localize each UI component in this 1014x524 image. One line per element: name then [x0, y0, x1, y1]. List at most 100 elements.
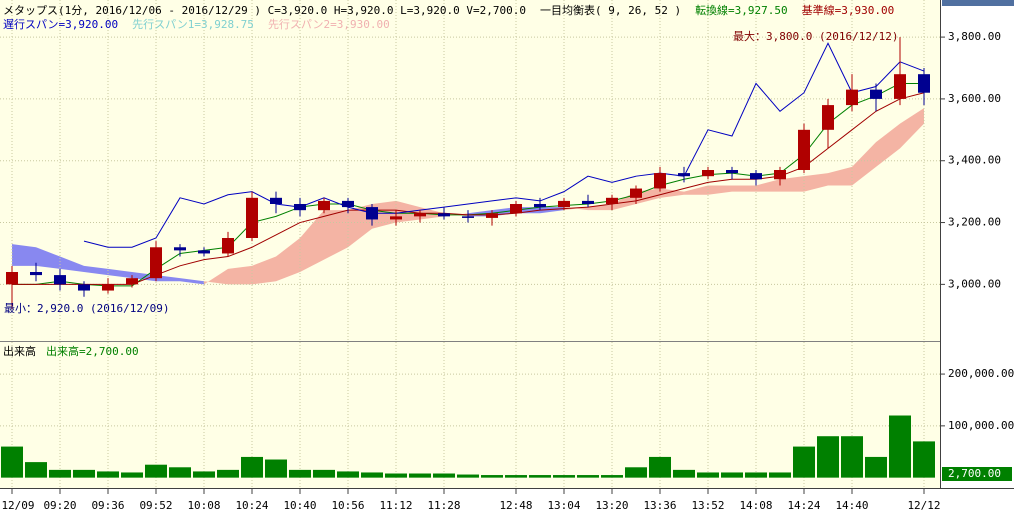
- volume-bar: [145, 464, 167, 478]
- candle-body: [102, 284, 114, 291]
- candle-body: [630, 188, 642, 198]
- y-tick-label: 3,600.00: [948, 92, 1001, 105]
- candle-body: [342, 200, 354, 208]
- top-price-box: [942, 0, 1014, 6]
- candle-body: [270, 197, 282, 204]
- y-tick-label: 100,000.00: [948, 419, 1014, 432]
- volume-bar: [73, 469, 95, 478]
- candle-body: [486, 213, 498, 218]
- cloud-segment: [60, 256, 84, 272]
- candle-body: [750, 173, 762, 180]
- volume-bar: [697, 472, 719, 478]
- candle-body: [510, 204, 522, 214]
- legend-text: 転換線=3,927.50: [695, 3, 788, 17]
- cloud-segment: [132, 272, 156, 282]
- cloud-segment: [828, 166, 852, 186]
- x-tick-label: 13:52: [691, 499, 724, 512]
- x-tick-label: 13:20: [595, 499, 628, 512]
- x-tick-label: 10:40: [283, 499, 316, 512]
- x-tick-label: 09:20: [43, 499, 76, 512]
- cloud-segment: [12, 244, 36, 266]
- candle-body: [222, 238, 234, 254]
- candle-body: [918, 74, 930, 93]
- indicator-line: [83, 42, 925, 248]
- candle-body: [654, 173, 666, 189]
- legend-text: 先行スパン1=3,928.75: [132, 18, 254, 31]
- y-tick-label: 3,200.00: [948, 216, 1001, 229]
- volume-bar: [865, 456, 887, 478]
- candle-body: [822, 105, 834, 130]
- cloud-segment: [708, 185, 732, 195]
- volume-bar: [553, 475, 575, 478]
- candle-body: [198, 250, 210, 254]
- current-value-box: [942, 467, 1012, 481]
- x-tick-label: 11:28: [427, 499, 460, 512]
- current-value-label: 2,700.00: [948, 467, 1001, 480]
- candle-body: [294, 204, 306, 211]
- cloud-segment: [852, 142, 876, 186]
- volume-bar: [265, 459, 287, 478]
- cloud-segment: [732, 185, 756, 192]
- volume-bar: [433, 473, 455, 478]
- candle-body: [582, 200, 594, 204]
- candle-body: [702, 170, 714, 177]
- y-tick-label: 3,400.00: [948, 154, 1001, 167]
- volume-bar: [337, 471, 359, 478]
- volume-bar: [289, 469, 311, 478]
- volume-bar: [385, 473, 407, 478]
- cloud-segment: [228, 265, 252, 285]
- x-tick-label: 10:08: [187, 499, 220, 512]
- volume-bar: [769, 472, 791, 478]
- candle-body: [870, 89, 882, 99]
- x-tick-label: 14:24: [787, 499, 820, 512]
- volume-bar: [313, 469, 335, 478]
- candle-body: [846, 89, 858, 106]
- volume-bar: [25, 462, 47, 478]
- candle-body: [606, 197, 618, 204]
- candle-body: [366, 207, 378, 220]
- volume-bar: [913, 441, 935, 478]
- legend-text: 先行スパン2=3,930.00: [268, 18, 390, 31]
- volume-bar: [745, 472, 767, 478]
- candle-body: [54, 275, 66, 285]
- x-tick-label: 12/12: [907, 499, 940, 512]
- annotation: 最小：2,920.0 (2016/12/09): [4, 302, 169, 315]
- volume-bar: [649, 456, 671, 478]
- volume-bar: [721, 472, 743, 478]
- legend-text: メタップス(1分, 2016/12/06 - 2016/12/29 ) C=3,…: [3, 4, 526, 17]
- volume-bar: [673, 469, 695, 478]
- volume-bar: [817, 436, 839, 478]
- candle-body: [174, 247, 186, 251]
- cloud-segment: [252, 256, 276, 285]
- volume-bar: [601, 475, 623, 478]
- candle-body: [798, 129, 810, 170]
- cloud-segment: [900, 108, 924, 149]
- legend-text: 出来高=2,700.00: [46, 344, 139, 358]
- cloud-segment: [876, 123, 900, 167]
- cloud-segment: [588, 204, 612, 211]
- candle-body: [534, 204, 546, 208]
- cloud-segment: [756, 179, 780, 192]
- x-tick-label: 11:12: [379, 499, 412, 512]
- cloud-segment: [108, 268, 132, 279]
- candle-body: [6, 272, 18, 285]
- x-tick-label: 12:48: [499, 499, 532, 512]
- x-tick-label: 09:52: [139, 499, 172, 512]
- volume-bar: [457, 474, 479, 478]
- volume-bar: [481, 475, 503, 478]
- cloud-segment: [204, 268, 228, 285]
- cloud-segment: [180, 278, 204, 285]
- x-tick-label: 09:36: [91, 499, 124, 512]
- x-tick-label: 10:24: [235, 499, 268, 512]
- legend-text: 基準線=3,930.00: [802, 3, 895, 17]
- candle-body: [150, 247, 162, 279]
- y-tick-label: 200,000.00: [948, 367, 1014, 380]
- legend-text: 遅行スパン=3,920.00: [3, 18, 118, 31]
- candle-body: [678, 173, 690, 177]
- cloud-segment: [660, 188, 684, 198]
- candle-body: [774, 170, 786, 180]
- cloud-segment: [300, 210, 324, 272]
- volume-bar: [169, 467, 191, 478]
- cloud-segment: [276, 238, 300, 282]
- volume-bar: [97, 471, 119, 478]
